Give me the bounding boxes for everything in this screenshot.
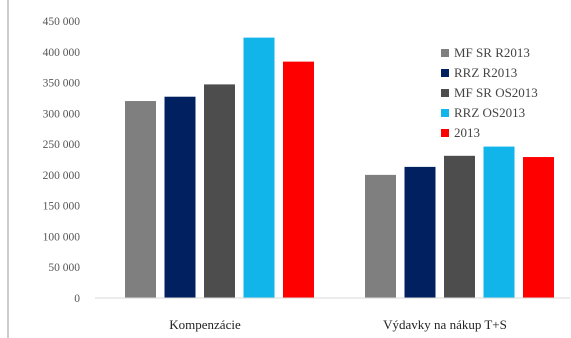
y-tick-label: 100 000 bbox=[43, 231, 81, 243]
legend-swatch bbox=[441, 109, 449, 117]
bar bbox=[243, 37, 275, 299]
category-label: Výdavky na nákup T+S bbox=[383, 317, 507, 332]
y-tick-label: 50 000 bbox=[48, 262, 80, 274]
legend-swatch bbox=[441, 129, 449, 137]
legend-swatch bbox=[441, 89, 449, 97]
y-tick-label: 0 bbox=[74, 293, 80, 305]
bar bbox=[125, 101, 156, 299]
bar bbox=[444, 155, 475, 298]
legend-label: MF SR OS2013 bbox=[454, 85, 538, 100]
y-tick-label: 400 000 bbox=[43, 47, 81, 59]
y-tick-label: 150 000 bbox=[43, 201, 81, 213]
y-tick-label: 350 000 bbox=[43, 78, 81, 90]
legend-label: RRZ R2013 bbox=[454, 65, 517, 80]
bar bbox=[404, 166, 436, 298]
legend-label: 2013 bbox=[454, 125, 480, 140]
legend-label: RRZ OS2013 bbox=[454, 105, 525, 120]
y-tick-label: 200 000 bbox=[43, 170, 81, 182]
bar bbox=[523, 157, 554, 298]
y-tick-label: 300 000 bbox=[43, 108, 81, 120]
y-tick-label: 450 000 bbox=[43, 16, 81, 28]
category-label: Kompenzácie bbox=[169, 317, 241, 332]
legend-swatch bbox=[441, 49, 449, 57]
bar bbox=[164, 96, 196, 298]
legend-swatch bbox=[441, 69, 449, 77]
bar bbox=[283, 61, 314, 299]
bar bbox=[483, 146, 515, 298]
bar bbox=[204, 84, 235, 298]
y-tick-label: 250 000 bbox=[43, 139, 81, 151]
bar bbox=[365, 174, 396, 298]
legend-label: MF SR R2013 bbox=[454, 45, 530, 60]
